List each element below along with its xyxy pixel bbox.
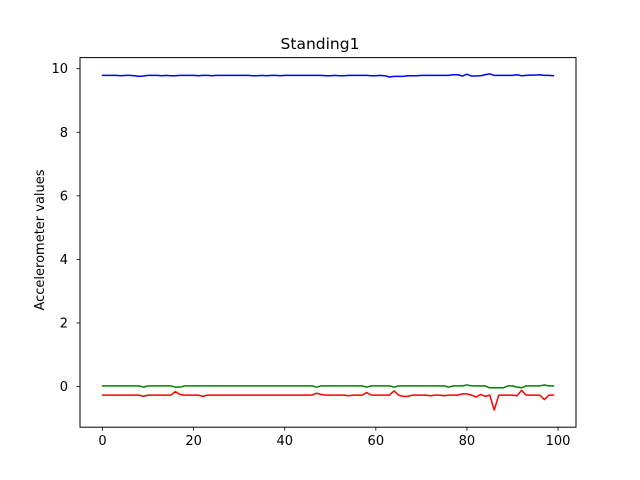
x-tick-label: 20 [185,434,202,449]
y-tick-label: 10 [51,62,68,77]
y-tick-label: 0 [60,380,68,395]
y-tick-label: 6 [60,189,68,204]
chart-title: Standing1 [281,35,360,53]
plot-area [101,73,555,411]
y-axis: 0 2 4 6 8 10 [51,62,80,395]
x-tick-label: 80 [459,434,476,449]
series-line-1 [101,73,555,78]
axes-frame [79,57,577,428]
y-tick-label: 8 [60,126,68,141]
x-tick-label: 60 [368,434,385,449]
y-axis-title: Accelerometer values [33,169,48,310]
x-tick-label: 40 [276,434,293,449]
y-tick-label: 2 [60,316,68,331]
x-tick-label: 100 [546,434,571,449]
series-line-3 [101,389,555,411]
x-axis: 0 20 40 60 80 100 [98,427,570,449]
series-line-2 [101,384,555,389]
x-tick-label: 0 [98,434,106,449]
y-tick-label: 4 [60,253,68,268]
